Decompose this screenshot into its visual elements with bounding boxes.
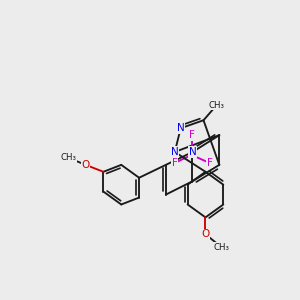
Text: O: O xyxy=(201,229,210,239)
Text: F: F xyxy=(206,158,212,168)
Text: CH₃: CH₃ xyxy=(213,243,229,252)
Text: CH₃: CH₃ xyxy=(208,101,224,110)
Text: O: O xyxy=(82,160,90,170)
Text: N: N xyxy=(171,147,178,157)
Text: F: F xyxy=(189,130,194,140)
Text: CH₃: CH₃ xyxy=(61,153,77,162)
Text: N: N xyxy=(177,123,184,133)
Text: N: N xyxy=(189,147,196,157)
Text: F: F xyxy=(172,158,178,168)
